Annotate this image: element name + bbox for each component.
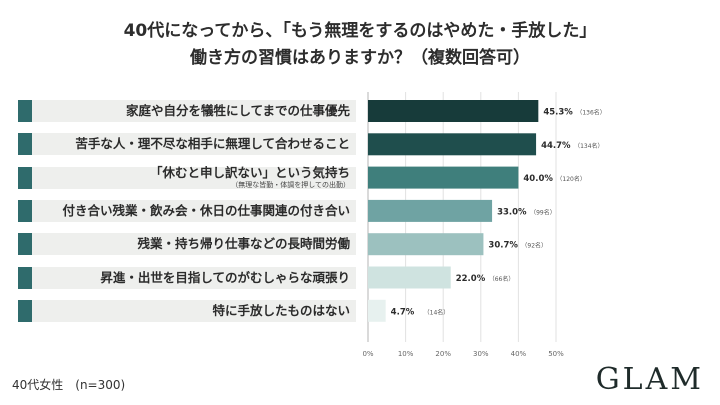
category-label: 残業・持ち帰り仕事などの長時間労働 xyxy=(137,233,350,255)
value-label: 30.7% xyxy=(488,241,518,251)
category-label: 付き合い残業・飲み会・休日の仕事関連の付き合い xyxy=(62,200,350,222)
count-label: （120名） xyxy=(556,175,585,183)
bar xyxy=(368,133,537,156)
x-tick-label: 30% xyxy=(473,350,489,358)
category-note: （無理な皆勤・体調を押しての出勤） xyxy=(231,180,350,189)
category-text: 苦手な人・理不尽な相手に無理して合わせること xyxy=(75,136,350,152)
title-line-2: 働き方の習慣はありますか？（複数回答可） xyxy=(190,48,530,68)
bar xyxy=(368,299,386,322)
category-label-row: 苦手な人・理不尽な相手に無理して合わせること xyxy=(18,133,356,156)
bar xyxy=(368,233,484,256)
category-text: 「休むと申し訳ない」という気持ち xyxy=(149,164,350,180)
bar xyxy=(368,166,519,189)
count-label: （134名） xyxy=(574,142,603,150)
title-line-1: 40代になってから、「もう無理をするのはやめた・手放した」 xyxy=(123,21,597,41)
x-tick-label: 40% xyxy=(511,350,527,358)
category-label: 苦手な人・理不尽な相手に無理して合わせること xyxy=(75,133,350,155)
count-label: （92名） xyxy=(521,242,547,250)
value-label: 4.7% xyxy=(391,307,415,317)
category-label: 昇進・出世を目指してのがむしゃらな頑張り xyxy=(100,267,350,289)
sample-note: 40代女性 (n=300) xyxy=(12,378,126,392)
x-tick-label: 0% xyxy=(362,350,373,358)
value-label: 22.0% xyxy=(456,274,486,284)
category-label-row: 付き合い残業・飲み会・休日の仕事関連の付き合い xyxy=(18,199,356,222)
category-label-row: 残業・持ち帰り仕事などの長時間労働 xyxy=(18,233,356,256)
bar xyxy=(368,266,451,289)
chart-title: 40代になってから、「もう無理をするのはやめた・手放した」 働き方の習慣はありま… xyxy=(0,18,720,72)
category-label-row: 昇進・出世を目指してのがむしゃらな頑張り xyxy=(18,266,356,289)
row-marker xyxy=(18,266,32,289)
value-label: 33.0% xyxy=(497,207,527,217)
value-label: 44.7% xyxy=(541,141,571,151)
row-marker xyxy=(18,199,32,222)
category-text: 家庭や自分を犠牲にしてまでの仕事優先 xyxy=(125,103,350,118)
bar xyxy=(368,199,493,222)
row-marker xyxy=(18,133,32,156)
value-label: 40.0% xyxy=(523,174,553,184)
category-label: 特に手放したものはない xyxy=(212,300,350,322)
row-marker xyxy=(18,100,32,122)
category-label-row: 「休むと申し訳ない」という気持ち （無理な皆勤・体調を押しての出勤） xyxy=(18,164,356,189)
bar xyxy=(368,100,539,122)
count-label: （136名） xyxy=(576,109,605,117)
category-text: 特に手放したものはない xyxy=(212,302,350,318)
category-label: 家庭や自分を犠牲にしてまでの仕事優先 xyxy=(126,100,350,122)
category-text: 昇進・出世を目指してのがむしゃらな頑張り xyxy=(100,269,350,285)
category-text: 付き合い残業・飲み会・休日の仕事関連の付き合い xyxy=(62,202,350,218)
category-label: 「休むと申し訳ない」という気持ち （無理な皆勤・体調を押しての出勤） xyxy=(149,164,350,189)
row-marker xyxy=(18,233,32,256)
value-label: 45.3% xyxy=(543,108,573,118)
category-label-row: 特に手放したものはない xyxy=(18,299,356,322)
row-marker xyxy=(18,299,32,322)
row-marker xyxy=(18,166,32,189)
count-label: （14名） xyxy=(424,308,450,316)
category-label-row: 家庭や自分を犠牲にしてまでの仕事優先 xyxy=(18,100,356,122)
x-tick-label: 50% xyxy=(548,350,564,358)
x-tick-label: 20% xyxy=(435,350,451,358)
count-label: （99名） xyxy=(530,208,556,216)
glam-logo: GLAM xyxy=(595,362,704,397)
category-text: 残業・持ち帰り仕事などの長時間労働 xyxy=(137,236,350,252)
count-label: （66名） xyxy=(489,275,515,283)
x-tick-label: 10% xyxy=(398,350,414,358)
